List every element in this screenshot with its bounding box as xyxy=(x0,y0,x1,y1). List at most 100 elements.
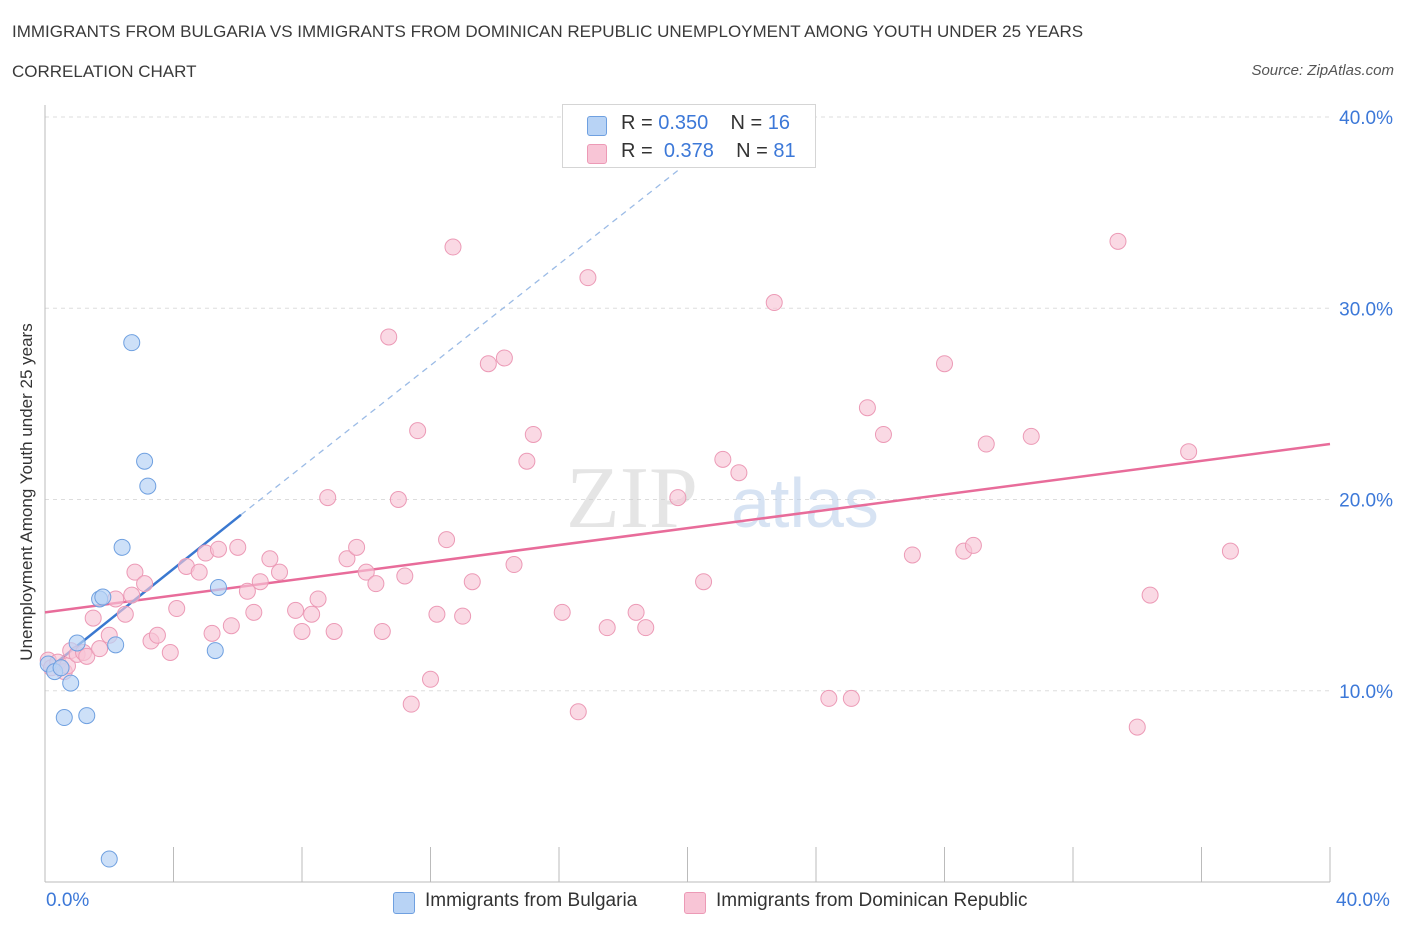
dominican-point xyxy=(964,536,982,554)
data-points xyxy=(39,232,1239,868)
axes xyxy=(44,105,1331,883)
dominican-point xyxy=(820,689,838,707)
dominican-swatch xyxy=(684,892,706,914)
dominican-point xyxy=(367,575,385,593)
legend-label: Immigrants from Dominican Republic xyxy=(716,890,1028,911)
bulgaria-point xyxy=(62,674,80,692)
y-tick-label: 10.0% xyxy=(1339,682,1393,703)
dominican-point xyxy=(438,531,456,549)
y-tick-labels: 10.0% 20.0% 30.0% 40.0% xyxy=(1339,108,1393,703)
dominican-point xyxy=(714,450,732,468)
dominican-point xyxy=(126,563,144,581)
dominican-point xyxy=(858,399,876,417)
dominican-point xyxy=(148,626,166,644)
dominican-point xyxy=(569,703,587,721)
y-tick-label: 40.0% xyxy=(1339,108,1393,129)
dominican-point xyxy=(136,575,154,593)
dominican-point xyxy=(293,622,311,640)
dominican-point xyxy=(765,294,783,312)
dominican-point xyxy=(977,435,995,453)
dominican-swatch xyxy=(587,144,607,164)
dominican-point xyxy=(238,582,256,600)
bulgaria-point xyxy=(68,634,86,652)
dominican-point xyxy=(203,624,221,642)
dominican-point xyxy=(319,489,337,507)
dominican-point xyxy=(222,617,240,635)
dominican-point xyxy=(695,573,713,591)
dominican-point xyxy=(1128,718,1146,736)
dominican-point xyxy=(518,452,536,470)
dominican-point xyxy=(161,644,179,661)
dominican-point xyxy=(245,603,263,621)
dominican-point xyxy=(463,573,481,591)
dominican-point xyxy=(380,328,398,346)
bulgaria-point xyxy=(52,659,70,677)
bulgaria-trend-extension xyxy=(240,162,688,516)
dominican-point xyxy=(261,550,279,568)
dominican-point xyxy=(396,567,414,585)
y-tick-label: 20.0% xyxy=(1339,491,1393,512)
y-tick-label: 30.0% xyxy=(1339,299,1393,320)
dominican-point xyxy=(409,422,427,440)
dominican-point xyxy=(637,619,655,637)
bulgaria-point xyxy=(78,707,96,725)
bulgaria-point xyxy=(113,538,131,556)
legend-label: Immigrants from Bulgaria xyxy=(425,890,638,911)
n-label: N = xyxy=(736,140,768,162)
dominican-point xyxy=(373,622,391,640)
watermark-atlas: atlas xyxy=(731,464,879,542)
gridlines xyxy=(45,116,1330,692)
bulgaria-point xyxy=(209,578,227,596)
dominican-point xyxy=(84,609,102,627)
dominican-point xyxy=(78,647,96,665)
y-axis-label: Unemployment Among Youth under 25 years xyxy=(17,323,36,661)
source-label: Source: ZipAtlas.com xyxy=(1251,62,1394,79)
bulgaria-point xyxy=(206,642,224,660)
dominican-point xyxy=(91,640,109,658)
dominican-point xyxy=(874,425,892,443)
dominican-point xyxy=(553,603,571,621)
dominican-point xyxy=(389,491,407,508)
dominican-point xyxy=(357,563,375,581)
bulgaria-swatch xyxy=(587,116,607,136)
stats-legend: R = 0.350 N = 16 R = 0.378 N = 81 xyxy=(562,104,816,168)
dominican-point xyxy=(842,689,860,707)
dominican-point xyxy=(229,538,247,556)
dominican-point xyxy=(495,349,513,367)
dominican-point xyxy=(325,622,343,640)
bulgaria-point xyxy=(94,588,112,606)
dominican-point xyxy=(1221,542,1239,560)
bulgaria-point xyxy=(107,636,125,654)
dominican-point xyxy=(1109,232,1127,250)
r-value: 0.350 xyxy=(658,112,709,134)
bulgaria-swatch xyxy=(393,892,415,914)
dominican-point xyxy=(1180,443,1198,461)
dominican-point xyxy=(251,573,269,591)
dominican-point xyxy=(348,538,366,556)
r-label: R = xyxy=(621,112,653,134)
dominican-point xyxy=(287,601,305,619)
dominican-point xyxy=(309,590,327,608)
dominican-point xyxy=(479,355,497,373)
bulgaria-point xyxy=(123,334,141,352)
dominican-point xyxy=(190,563,208,581)
dominican-point xyxy=(505,556,523,574)
dominican-point xyxy=(730,464,748,482)
r-label: R = xyxy=(621,140,653,162)
dominican-point xyxy=(1141,586,1159,604)
dominican-point xyxy=(422,670,439,688)
trend-lines xyxy=(44,162,1331,673)
dominican-point xyxy=(338,550,356,568)
dominican-point xyxy=(903,546,921,564)
dominican-point xyxy=(1022,427,1040,445)
chart-title: IMMIGRANTS FROM BULGARIA VS IMMIGRANTS F… xyxy=(12,22,1084,41)
bulgaria-point xyxy=(136,452,154,470)
dominican-point xyxy=(444,238,462,256)
x-tick-label-min: 0.0% xyxy=(46,890,90,911)
dominican-point xyxy=(116,605,134,623)
dominican-point xyxy=(123,586,141,604)
r-value: 0.378 xyxy=(663,140,714,162)
bulgaria-point xyxy=(100,850,118,868)
dominican-point xyxy=(303,605,321,623)
